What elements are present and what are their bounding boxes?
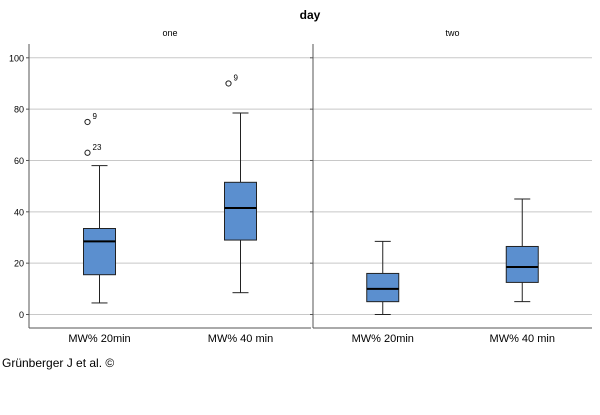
category-label: MW% 40 min [208, 333, 273, 345]
y-tick-label: 60 [14, 156, 24, 166]
box-iqr [505, 245, 539, 283]
category-label: MW% 20min [68, 333, 130, 345]
box-iqr [83, 228, 116, 276]
y-tick-label: 100 [9, 53, 24, 63]
y-tick-label: 0 [19, 310, 24, 320]
outlier-label: 23 [93, 143, 102, 152]
box-iqr [366, 272, 400, 303]
outlier-point [84, 149, 91, 156]
panel-label: one [162, 28, 177, 38]
outlier-point [84, 118, 91, 126]
category-label: MW% 20min [352, 333, 414, 345]
y-tick-label: 20 [14, 259, 24, 269]
outlier-label: 9 [93, 112, 98, 121]
outlier-point [225, 80, 232, 87]
figure-credit: Grünberger J et al. © [2, 356, 115, 370]
plot-area: 0 20 40 60 80 100 one MW% 20min 9 23 MW% 40 min 9 tw… [9, 28, 592, 345]
y-tick-label: 40 [14, 207, 24, 217]
y-tick-label: 80 [14, 105, 24, 115]
box-iqr [224, 181, 257, 241]
panel-label: two [445, 28, 459, 38]
outlier-label: 9 [234, 73, 239, 82]
category-label: MW% 40 min [490, 333, 555, 345]
chart-title: day [300, 8, 321, 22]
